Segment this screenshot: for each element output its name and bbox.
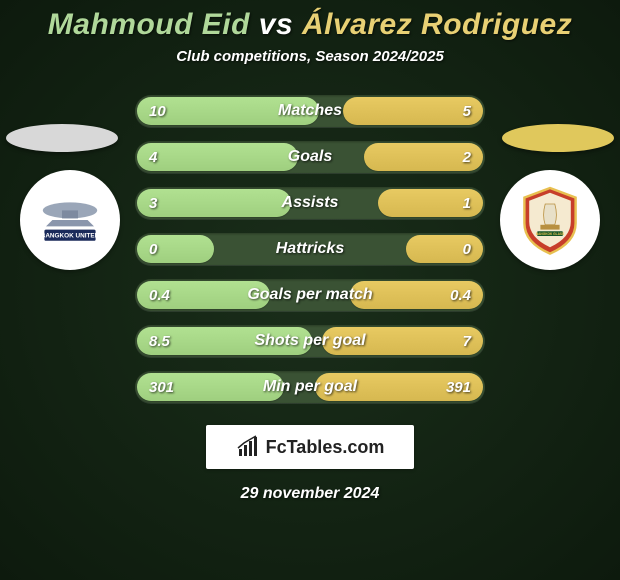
stat-value-left: 0.4 [149,287,170,304]
stat-value-left: 10 [149,103,166,120]
player1-name: Mahmoud Eid [48,8,250,41]
club-logo-left: BANGKOK UNITED [30,180,110,260]
svg-text:BANGKOK GLASS: BANGKOK GLASS [536,232,564,236]
svg-text:BANGKOK UNITED: BANGKOK UNITED [41,233,100,240]
stat-bar-right [406,235,483,263]
stat-row: 105Matches [135,95,485,127]
stat-value-right: 0.4 [450,287,471,304]
left-ellipse-shape [6,124,118,152]
stat-bar-right [322,327,483,355]
stat-row: 0.40.4Goals per match [135,279,485,311]
right-ellipse-shape [502,124,614,152]
stat-bar-left [137,189,291,217]
stat-row: 42Goals [135,141,485,173]
stat-value-right: 0 [463,241,471,258]
stat-value-right: 391 [446,379,471,396]
stat-value-left: 301 [149,379,174,396]
chart-icon [236,435,260,459]
stat-value-left: 8.5 [149,333,170,350]
vs-text: vs [259,8,293,41]
club-logo-right: BANGKOK GLASS [510,180,590,260]
stat-value-right: 5 [463,103,471,120]
stat-value-right: 1 [463,195,471,212]
stat-value-right: 7 [463,333,471,350]
title: Mahmoud Eid vs Álvarez Rodriguez [48,8,572,42]
stat-row: 8.57Shots per goal [135,325,485,357]
footer-brand: FcTables.com [206,425,414,469]
date-text: 29 november 2024 [241,485,380,503]
stat-value-left: 4 [149,149,157,166]
club-badge-right: BANGKOK GLASS [500,170,600,270]
stat-row: 31Assists [135,187,485,219]
stat-value-left: 3 [149,195,157,212]
stats-container: 105Matches42Goals31Assists00Hattricks0.4… [135,95,485,403]
footer-brand-text: FcTables.com [266,437,385,458]
player2-name: Álvarez Rodriguez [302,8,572,41]
comparison-card: Mahmoud Eid vs Álvarez Rodriguez Club co… [0,0,620,580]
subtitle: Club competitions, Season 2024/2025 [176,48,444,65]
stat-value-left: 0 [149,241,157,258]
stat-value-right: 2 [463,149,471,166]
stat-row: 00Hattricks [135,233,485,265]
stat-bar-left [137,143,298,171]
club-badge-left: BANGKOK UNITED [20,170,120,270]
stat-row: 301391Min per goal [135,371,485,403]
